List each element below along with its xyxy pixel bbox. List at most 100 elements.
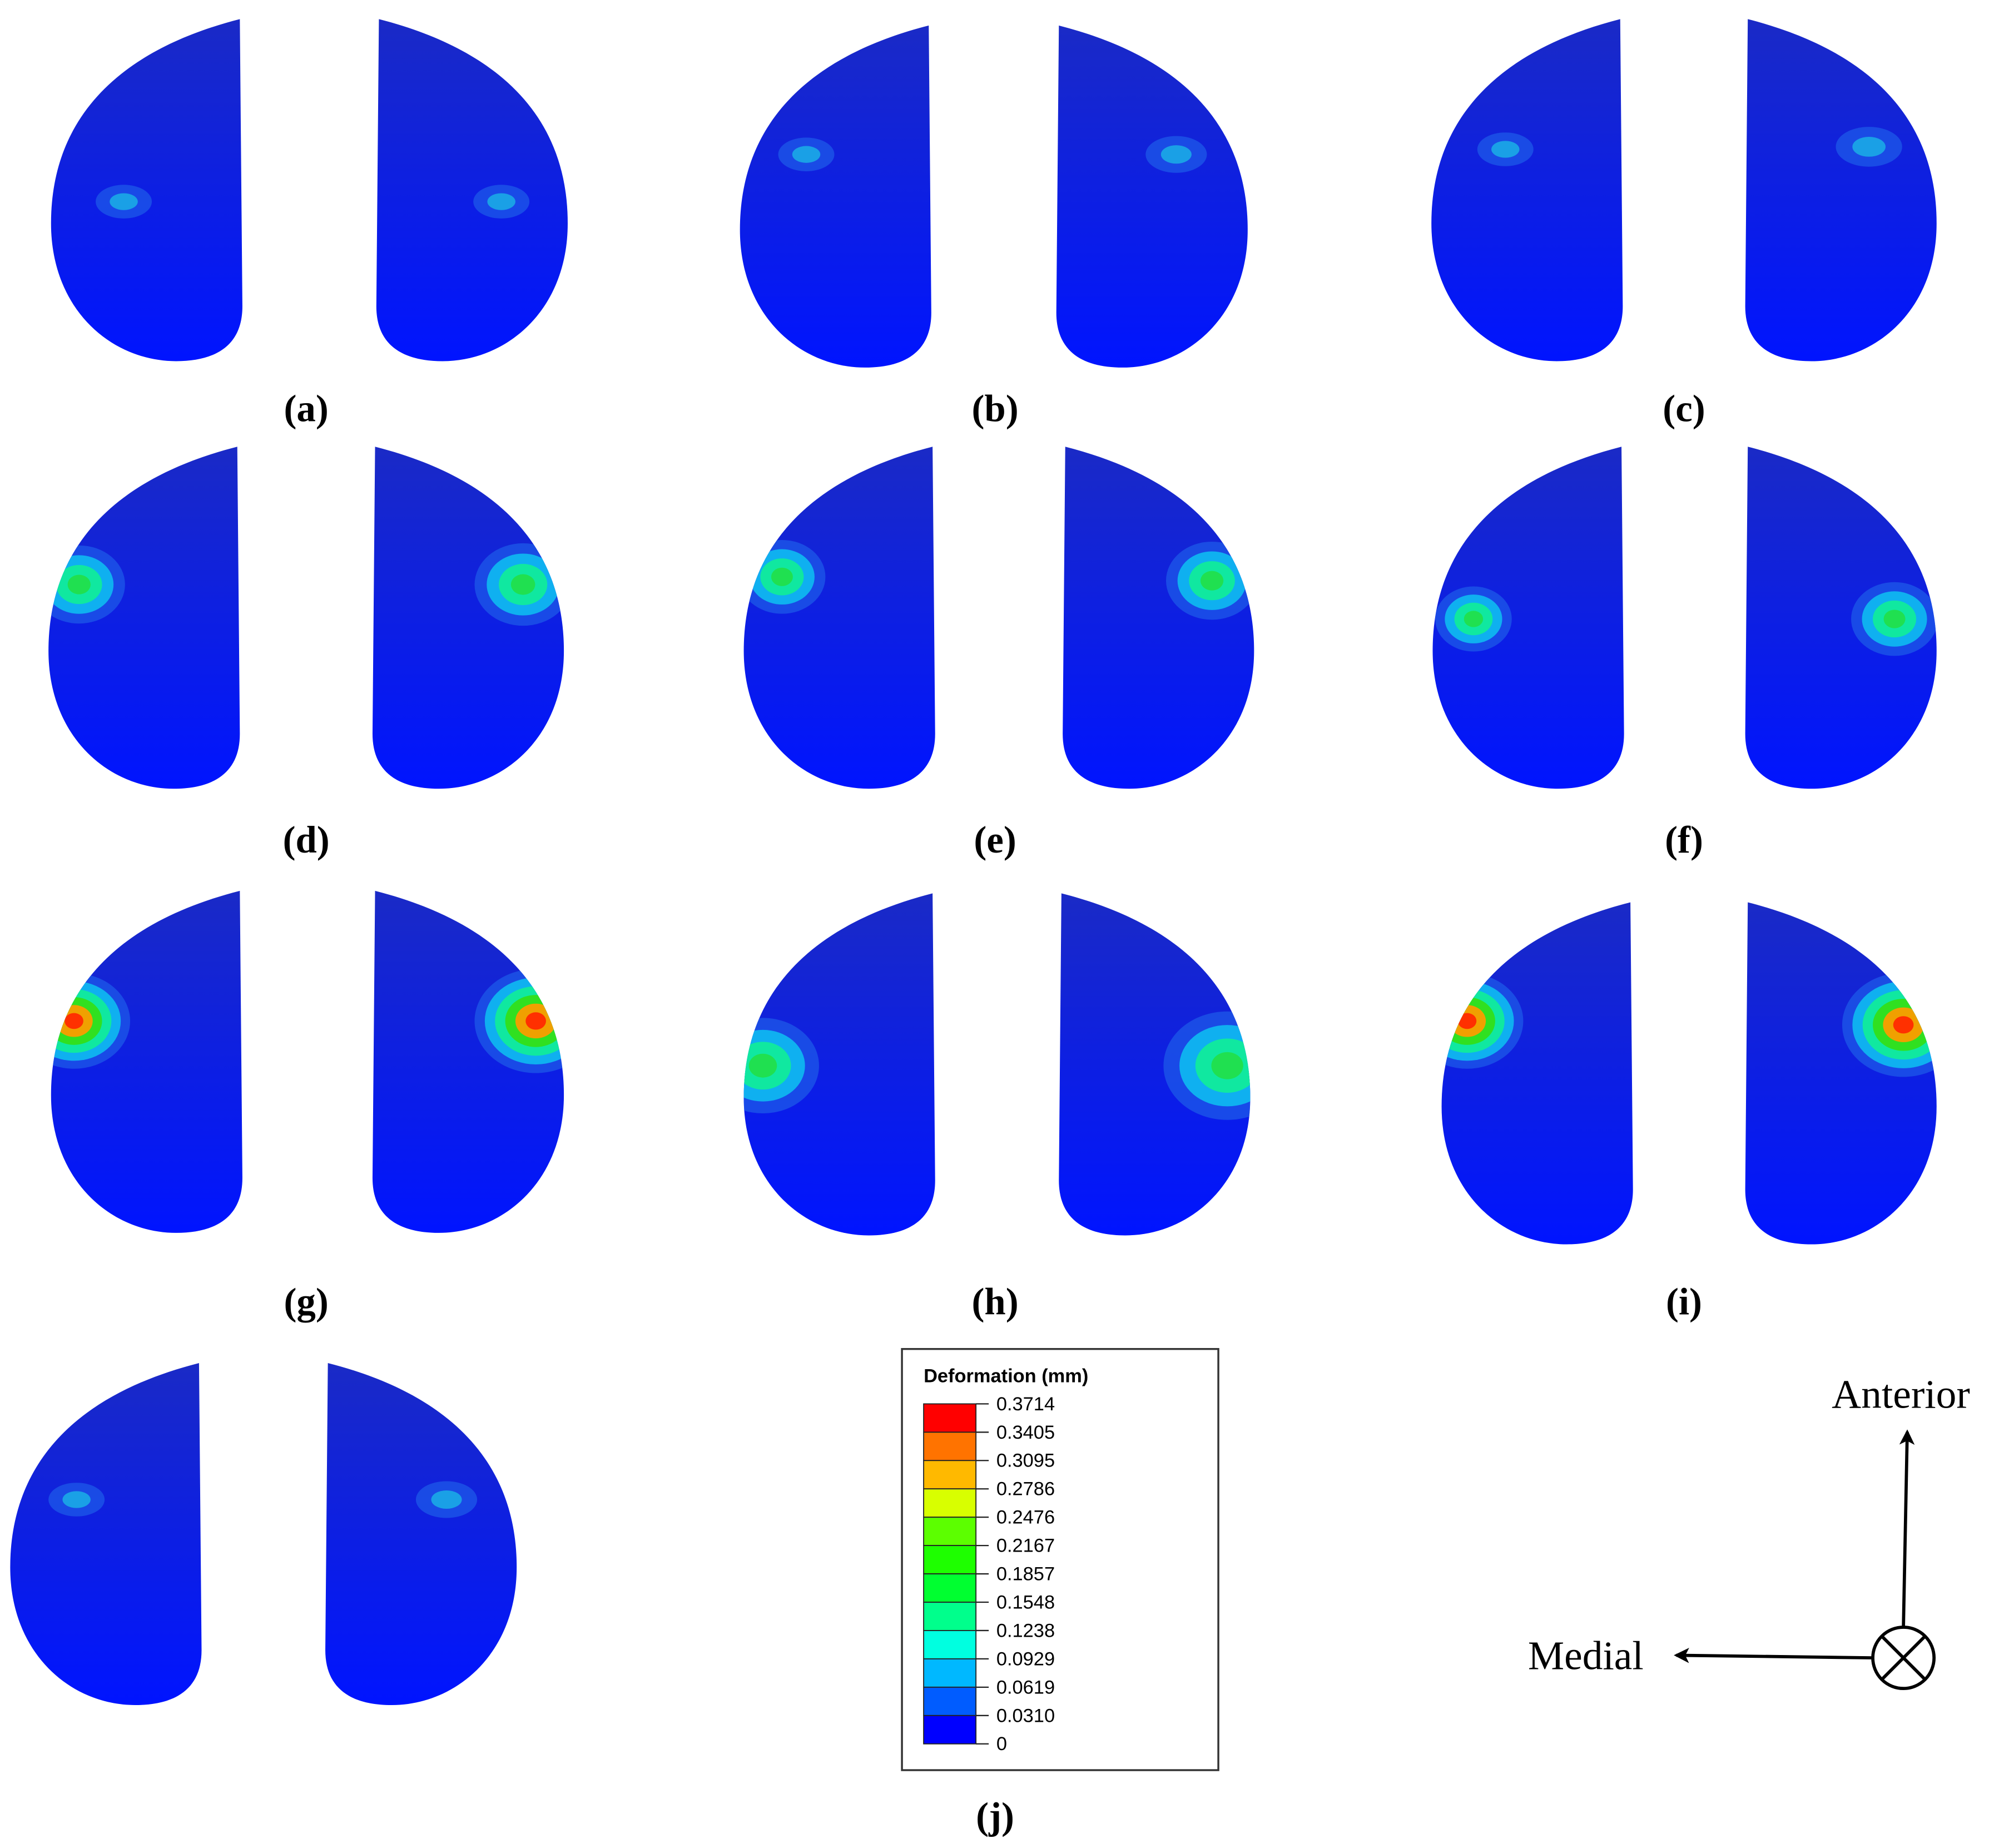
contour-band [65, 1013, 83, 1029]
bone-surface [51, 19, 242, 361]
color-swatch [923, 1573, 977, 1603]
bone-surface [372, 447, 564, 789]
panel-label: (g) [284, 1281, 329, 1323]
bone-surface [48, 447, 240, 789]
panel [1441, 902, 1937, 1245]
panel [743, 447, 1254, 789]
hotspot [96, 185, 152, 219]
hotspot [1435, 586, 1512, 652]
hotspot [48, 545, 125, 624]
hotspot [1836, 127, 1902, 167]
hotspot [743, 1018, 819, 1114]
bone-surface [325, 1363, 517, 1705]
contour-band [510, 574, 535, 595]
bone-surface [1063, 447, 1254, 789]
contour-band [110, 193, 138, 210]
panel [51, 890, 564, 1233]
bone-surface [740, 25, 931, 368]
contour-band [1464, 611, 1484, 627]
panel-label: (a) [284, 387, 329, 429]
panel-label: (f) [1665, 819, 1703, 861]
contour-band [487, 193, 515, 210]
panel-label: (d) [283, 819, 330, 861]
hotspot [1441, 973, 1524, 1069]
legend-level: 0 [996, 1733, 1007, 1755]
panel [740, 25, 1248, 368]
contour-band [67, 574, 91, 594]
cross [1881, 1635, 1927, 1681]
legend-level: 0.3095 [996, 1450, 1055, 1472]
bone-surface [743, 447, 935, 789]
panel-label: (j) [976, 1795, 1014, 1837]
color-swatch [923, 1686, 977, 1716]
contour-band [1457, 1013, 1477, 1029]
panel-label: (e) [974, 819, 1016, 861]
bone-surface [743, 893, 935, 1236]
color-swatch [923, 1431, 977, 1461]
bone-surface [1441, 902, 1633, 1245]
bone-surface [1431, 19, 1623, 361]
panel [10, 1363, 517, 1705]
legend-level: 0.1238 [996, 1620, 1055, 1641]
contour-band [62, 1491, 91, 1508]
hotspot [743, 539, 826, 614]
contour-band [771, 567, 793, 586]
contour-band [792, 146, 821, 163]
bone-surface [1432, 447, 1624, 789]
hotspot [1477, 132, 1534, 166]
panel [1432, 447, 1937, 789]
legend-title: Deformation (mm) [924, 1365, 1088, 1386]
panel [1431, 19, 1937, 361]
legend-level: 0.2167 [996, 1535, 1055, 1557]
bone-surface [376, 19, 568, 361]
medial-arrow [1674, 1648, 1873, 1663]
panel [743, 893, 1251, 1236]
contour-band [1200, 571, 1224, 591]
hotspot [1842, 973, 1937, 1077]
color-swatch [923, 1488, 977, 1518]
color-swatch [923, 1630, 977, 1659]
hotspot [48, 1483, 105, 1517]
hotspot [1851, 582, 1937, 656]
panel [51, 19, 568, 361]
contour-band [1491, 141, 1520, 158]
contour-band [748, 1053, 777, 1078]
color-swatch [923, 1403, 977, 1433]
legend-level: 0.1548 [996, 1592, 1055, 1613]
legend-level: 0.2476 [996, 1507, 1055, 1528]
color-swatch [923, 1602, 977, 1631]
anterior-label: Anterior [1832, 1371, 1970, 1416]
panel-label: (c) [1663, 387, 1705, 429]
hotspot [473, 185, 530, 219]
contour-band [431, 1490, 462, 1509]
anterior-arrow [1899, 1429, 1915, 1628]
color-swatch [923, 1545, 977, 1574]
hotspot [51, 973, 131, 1069]
hotspot [474, 543, 564, 626]
contour-band [1160, 145, 1192, 164]
legend-level: 0.0310 [996, 1705, 1055, 1726]
panel-label: (h) [972, 1281, 1019, 1323]
color-swatch [923, 1658, 977, 1688]
contour-band [1893, 1016, 1914, 1034]
contour-band [1883, 610, 1906, 628]
hotspot [415, 1481, 478, 1518]
bone-surface [1059, 893, 1251, 1236]
bone-surface [51, 890, 242, 1233]
contour-band [1211, 1052, 1243, 1079]
hotspot [1145, 136, 1207, 173]
hotspot [1165, 541, 1254, 620]
legend-level: 0.3405 [996, 1422, 1055, 1443]
bone-surface [1745, 19, 1937, 361]
color-swatch [923, 1715, 977, 1745]
legend-level: 0.0619 [996, 1677, 1055, 1698]
legend-level: 0.3714 [996, 1394, 1055, 1415]
panel [48, 447, 564, 789]
color-swatch [923, 1517, 977, 1547]
panel-label: (i) [1666, 1281, 1702, 1323]
bone-surface [1745, 447, 1937, 789]
contour-band [1852, 137, 1886, 157]
hotspot [778, 137, 835, 171]
bone-surface [10, 1363, 202, 1705]
medial-label: Medial [1528, 1633, 1644, 1678]
